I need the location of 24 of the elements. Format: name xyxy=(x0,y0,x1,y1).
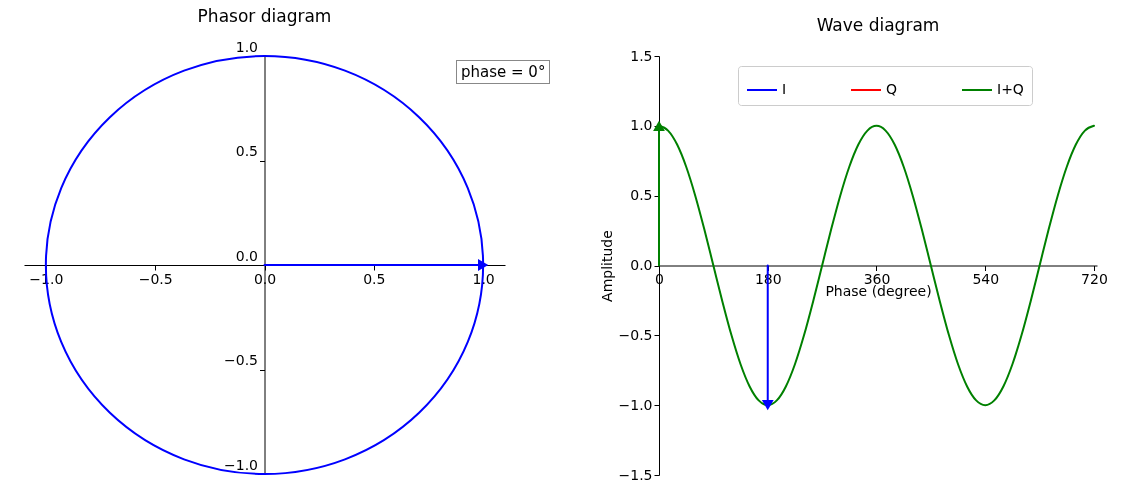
legend-label: Q xyxy=(886,81,898,97)
x-tick-label: 720 xyxy=(1081,271,1108,287)
y-axis-title: Amplitude xyxy=(598,230,615,302)
y-tick-label: 0.5 xyxy=(235,143,258,159)
y-tick-label: 1.5 xyxy=(630,47,653,64)
y-tick-label: −1.0 xyxy=(618,396,653,413)
legend-label: I xyxy=(782,81,787,97)
annotation: phase = 0° xyxy=(456,60,551,84)
y-tick-label: 0.5 xyxy=(630,187,653,204)
y-tick-label: −1.0 xyxy=(224,456,258,473)
y-tick-label: 0.0 xyxy=(630,257,653,273)
x-tick-label: −0.5 xyxy=(138,270,173,287)
y-tick-label: −0.5 xyxy=(618,326,653,343)
y-tick-label: −1.5 xyxy=(618,466,653,483)
chart-title: Wave diagram xyxy=(816,15,940,35)
y-tick-label: 1.0 xyxy=(235,38,258,55)
chart-title: Phasor diagram xyxy=(197,6,332,26)
y-tick-label: 1.0 xyxy=(630,117,653,134)
x-tick-label: 540 xyxy=(972,271,1000,287)
legend-label: I+Q xyxy=(997,81,1024,97)
x-tick-label: 0.0 xyxy=(253,270,277,287)
x-tick-label: 0.5 xyxy=(363,270,386,287)
y-tick-label: −0.5 xyxy=(224,352,258,368)
y-tick-label: 0.0 xyxy=(235,247,258,264)
